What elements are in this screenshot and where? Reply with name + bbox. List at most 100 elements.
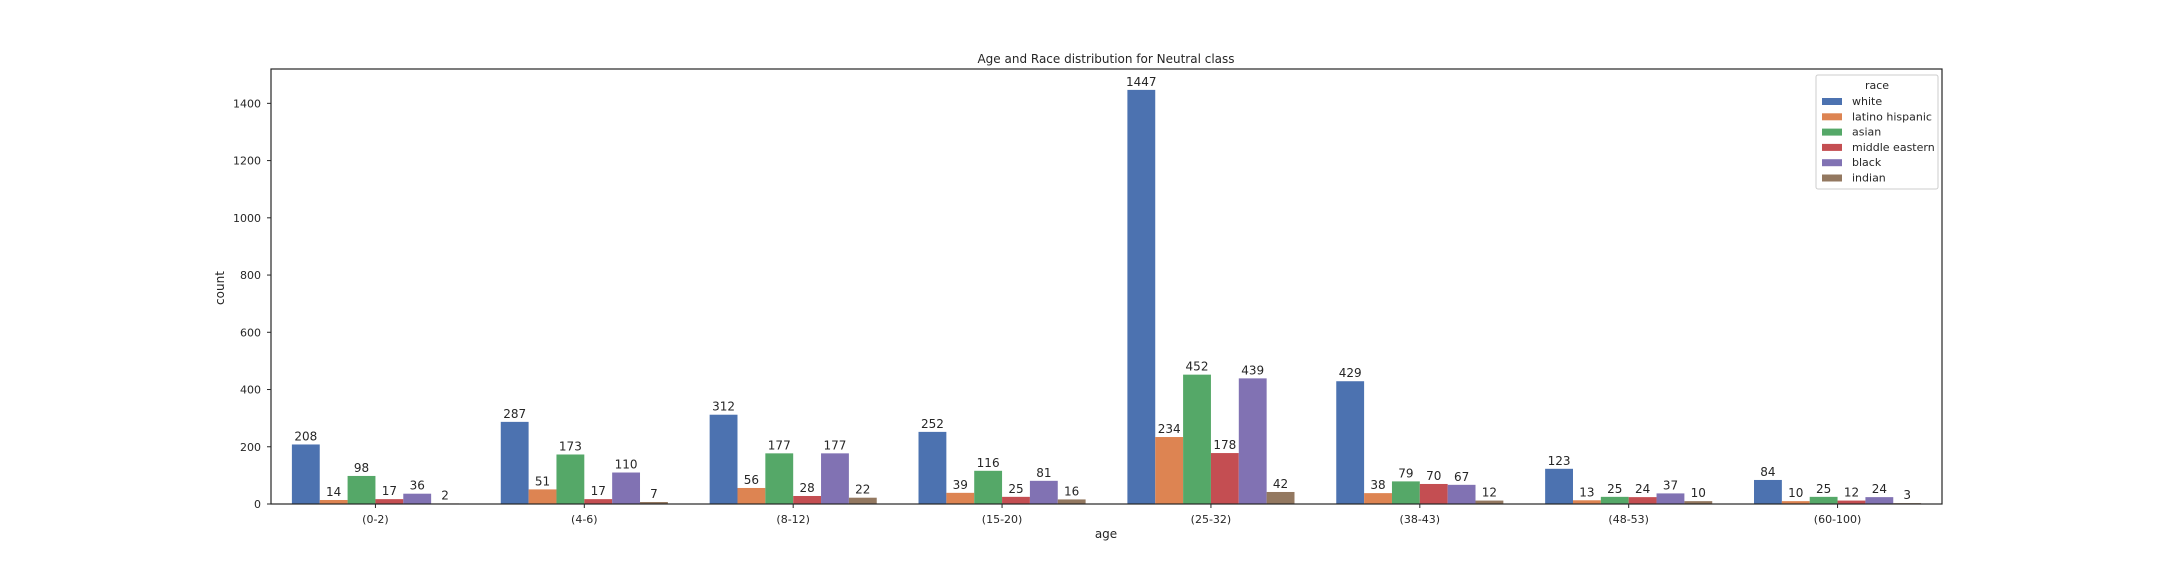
bar-value-label: 208 <box>294 429 317 443</box>
bar-(38-43)-black <box>1447 484 1476 504</box>
bar-(15-20)-black <box>1029 480 1058 504</box>
y-tick-label: 400 <box>240 384 261 397</box>
bar-(4-6)-indian <box>640 502 668 504</box>
bar-(15-20)-asian <box>974 470 1003 504</box>
legend-swatch <box>1822 174 1842 182</box>
bar-value-label: 36 <box>410 479 425 493</box>
bar-value-label: 81 <box>1036 466 1051 480</box>
legend-title: race <box>1865 79 1889 92</box>
bar-(25-32)-indian <box>1266 491 1295 504</box>
bar-value-label: 16 <box>1064 484 1079 498</box>
legend-swatch <box>1822 98 1842 105</box>
legend-label: asian <box>1852 126 1881 139</box>
bar-(15-20)-latino-hispanic <box>946 492 975 504</box>
x-tick-label: (4-6) <box>571 513 598 526</box>
bar-(15-20)-indian <box>1057 499 1086 504</box>
legend-swatch <box>1822 113 1842 121</box>
bar-value-label: 17 <box>382 484 397 498</box>
bar-(0-2)-black <box>403 493 432 504</box>
bar-(8-12)-latino-hispanic <box>737 487 766 504</box>
legend-label: latino hispanic <box>1852 110 1932 123</box>
bar-value-label: 10 <box>1691 486 1706 500</box>
bar-value-label: 3 <box>1903 488 1911 502</box>
bar-(0-2)-white <box>291 444 320 504</box>
bar-value-label: 10 <box>1788 486 1803 500</box>
bar-value-label: 123 <box>1548 454 1571 468</box>
y-tick-label: 800 <box>240 269 261 282</box>
bar-(48-53)-indian <box>1684 501 1713 504</box>
x-tick-label: (25-32) <box>1191 513 1232 526</box>
bar-(4-6)-white <box>500 421 529 504</box>
bar-value-label: 17 <box>591 484 606 498</box>
bar-(8-12)-white <box>709 414 738 504</box>
legend-swatch <box>1822 143 1842 151</box>
legend-label: black <box>1852 156 1882 169</box>
bar-value-label: 110 <box>615 458 638 472</box>
bar-value-label: 429 <box>1339 366 1362 380</box>
x-tick-label: (15-20) <box>982 513 1023 526</box>
y-tick-label: 0 <box>254 498 261 511</box>
bar-(0-2)-latino-hispanic <box>319 499 348 504</box>
bar-value-label: 7 <box>650 487 658 501</box>
bars-group <box>291 89 1922 505</box>
y-tick-label: 200 <box>240 441 261 454</box>
bar-value-label: 13 <box>1579 485 1594 499</box>
bar-(60-100)-black <box>1865 497 1894 504</box>
bar-value-label: 25 <box>1607 482 1622 496</box>
bar-value-label: 452 <box>1186 360 1209 374</box>
bar-(4-6)-middle-eastern <box>584 499 613 504</box>
bar-value-label: 25 <box>1816 482 1831 496</box>
bar-(8-12)-black <box>821 453 849 504</box>
bar-value-label: 2 <box>441 488 449 502</box>
bar-(25-32)-asian <box>1183 374 1211 504</box>
bar-(48-53)-middle-eastern <box>1628 497 1657 504</box>
legend-label: middle eastern <box>1852 141 1935 154</box>
x-tick-label: (60-100) <box>1814 513 1862 526</box>
bar-(4-6)-asian <box>556 454 585 504</box>
y-tick-label: 1000 <box>233 212 261 225</box>
bar-value-label: 51 <box>535 474 550 488</box>
bar-(25-32)-black <box>1238 378 1267 504</box>
x-axis-ticks: (0-2) (4-6) (8-12) (15-20) (25-32) (38-43) (48… <box>362 504 1861 526</box>
bar-value-label: 116 <box>977 456 1000 470</box>
bar-(38-43)-white <box>1336 381 1365 504</box>
bar-(48-53)-black <box>1656 493 1685 504</box>
bar-value-label: 173 <box>559 439 582 453</box>
bar-value-label: 12 <box>1482 486 1497 500</box>
bar-value-label: 12 <box>1844 486 1859 500</box>
legend-swatch <box>1822 128 1842 136</box>
bar-value-label: 38 <box>1370 478 1385 492</box>
x-tick-label: (8-12) <box>776 513 810 526</box>
bar-value-label: 178 <box>1213 438 1236 452</box>
y-tick-label: 1200 <box>233 155 261 168</box>
legend-label: white <box>1852 95 1882 108</box>
bar-value-label: 70 <box>1426 469 1441 483</box>
x-axis-label: age <box>1095 527 1117 541</box>
bar-(38-43)-asian <box>1391 481 1420 504</box>
bar-value-label: 252 <box>921 417 944 431</box>
y-tick-label: 600 <box>240 326 261 339</box>
bar-(60-100)-middle-eastern <box>1837 500 1866 504</box>
bar-value-label: 439 <box>1241 363 1264 377</box>
bar-(25-32)-middle-eastern <box>1210 453 1239 504</box>
bar-value-label: 39 <box>953 478 968 492</box>
bar-(48-53)-white <box>1545 468 1573 504</box>
bar-(4-6)-latino-hispanic <box>528 489 557 504</box>
bar-value-label: 234 <box>1158 422 1181 436</box>
bar-(8-12)-middle-eastern <box>793 495 822 504</box>
bar-value-label: 98 <box>354 461 369 475</box>
legend-label: indian <box>1852 172 1886 185</box>
bar-value-label: 79 <box>1398 466 1413 480</box>
bar-value-label: 177 <box>824 438 847 452</box>
bar-(15-20)-middle-eastern <box>1002 496 1030 504</box>
bar-(8-12)-asian <box>765 453 794 504</box>
bar-(48-53)-asian <box>1600 496 1629 504</box>
bar-value-label: 37 <box>1663 478 1678 492</box>
bar-(38-43)-latino-hispanic <box>1364 493 1392 505</box>
bar-(8-12)-indian <box>848 497 877 504</box>
bar-(25-32)-latino-hispanic <box>1155 437 1184 504</box>
legend-swatch <box>1822 159 1842 167</box>
y-axis-label: count <box>213 271 227 305</box>
